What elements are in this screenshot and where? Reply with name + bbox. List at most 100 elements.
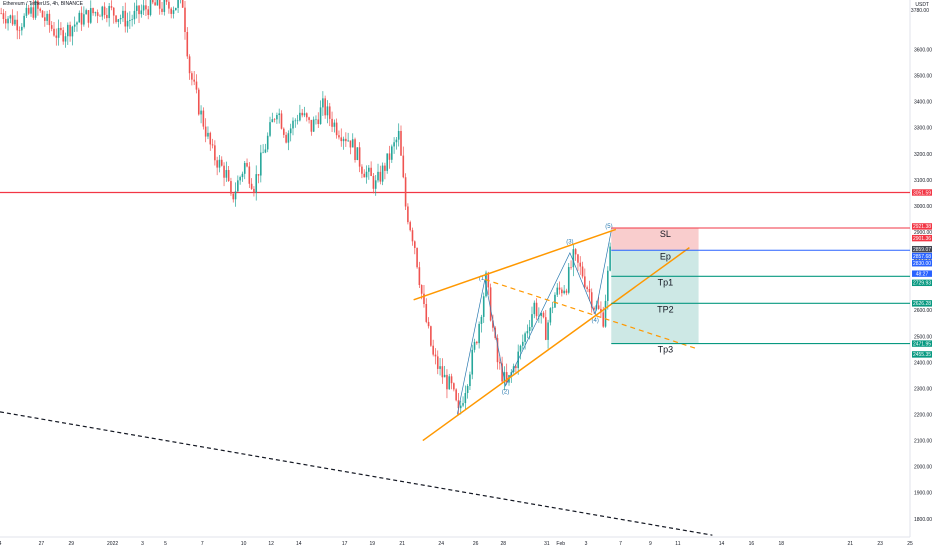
candle-body [195, 81, 198, 90]
candle-body [505, 372, 508, 383]
candle-body [471, 349, 474, 375]
candle-body [163, 0, 166, 12]
candle-body [404, 177, 407, 207]
candle-body [9, 15, 12, 19]
candle-body [450, 376, 453, 384]
candle-body [441, 366, 444, 378]
stop-loss-zone [611, 227, 699, 251]
level-label-ep: Ep [660, 251, 671, 261]
candle-body [349, 140, 352, 148]
level-label-tp2: TP2 [657, 304, 674, 314]
candles-group [0, 0, 611, 416]
candle-body [156, 0, 159, 6]
candle-body [372, 175, 375, 189]
price-axis-badge [912, 340, 932, 347]
candle-body [335, 122, 338, 136]
candle-body [489, 287, 492, 321]
candle-body [0, 13, 2, 14]
candle-body [255, 174, 258, 193]
x-tick-label: 12 [268, 541, 274, 547]
candle-body [218, 159, 221, 168]
x-tick-label: 21 [847, 541, 853, 547]
candle-body [322, 98, 324, 108]
candle-body [600, 308, 602, 313]
candle-body [243, 162, 246, 174]
x-tick-label: 26 [473, 541, 479, 547]
candle-body [172, 10, 175, 14]
candle-body [2, 13, 5, 20]
candle-body [448, 376, 451, 390]
price-axis-unit-label: USDT [915, 2, 929, 8]
candle-body [540, 312, 542, 316]
x-tick-label: 10 [241, 541, 247, 547]
wedge-lower-line [422, 247, 690, 442]
candle-body [430, 326, 432, 346]
candle-body [395, 139, 398, 143]
candle-body [25, 7, 28, 16]
candle-body [177, 0, 179, 8]
x-tick-label: 18 [779, 541, 785, 547]
candle-body [101, 6, 104, 17]
candle-body [220, 159, 223, 166]
candle-body [427, 321, 430, 327]
candle-body [308, 117, 310, 120]
candle-body [106, 14, 108, 19]
candle-body [563, 290, 565, 294]
candle-body [503, 372, 506, 382]
candle-body [46, 13, 48, 21]
candle-body [384, 165, 386, 171]
candle-body [303, 113, 306, 116]
price-axis-badge [912, 245, 932, 253]
candle-body [126, 20, 129, 27]
candle-body [11, 15, 14, 25]
candle-body [455, 389, 457, 401]
candle-body [409, 222, 411, 231]
x-tick-label: 28 [500, 541, 506, 547]
candle-body [278, 113, 281, 115]
y-tick-label: 2300.00 [914, 386, 932, 392]
candle-body [112, 7, 115, 16]
y-tick-label: 3300.00 [914, 126, 932, 132]
candle-body [158, 0, 161, 9]
candle-body [551, 307, 554, 309]
candle-body [521, 341, 524, 346]
candle-body [296, 120, 299, 122]
wedge-mid-dashed-line [484, 278, 699, 350]
candle-body [496, 338, 499, 363]
candle-body [370, 167, 372, 176]
candle-body [60, 27, 62, 31]
x-tick-label: 23 [877, 541, 883, 547]
candle-body [331, 118, 333, 127]
candle-body [262, 152, 264, 154]
candle-body [181, 0, 184, 8]
candle-body [237, 180, 239, 192]
candle-body [459, 405, 462, 409]
y-tick-label: 1900.00 [914, 491, 932, 497]
candle-body [386, 153, 389, 171]
candle-body [340, 137, 343, 142]
price-axis-badge [912, 279, 932, 287]
y-tick-label: 1800.00 [914, 517, 932, 523]
candle-body [193, 79, 195, 82]
candle-body [597, 305, 600, 309]
candle-body [147, 9, 150, 15]
candle-body [92, 8, 94, 14]
candle-body [561, 289, 563, 294]
candle-body [434, 354, 437, 357]
candle-body [381, 165, 384, 182]
candle-body [473, 341, 476, 350]
y-tick-label: 2600.00 [914, 308, 932, 314]
level-label-tp1: Tp1 [658, 277, 674, 287]
candle-body [50, 25, 53, 29]
candle-body [466, 386, 469, 394]
candle-body [204, 126, 207, 137]
x-tick-label: 14 [296, 541, 302, 547]
candle-body [4, 19, 7, 24]
price-axis-badge-text: 48:27 [916, 271, 929, 277]
candle-body [423, 293, 425, 304]
x-tick-label: 31 [544, 541, 550, 547]
candle-body [579, 262, 582, 267]
y-tick-label: 3000.00 [914, 204, 932, 210]
candle-body [528, 327, 531, 331]
